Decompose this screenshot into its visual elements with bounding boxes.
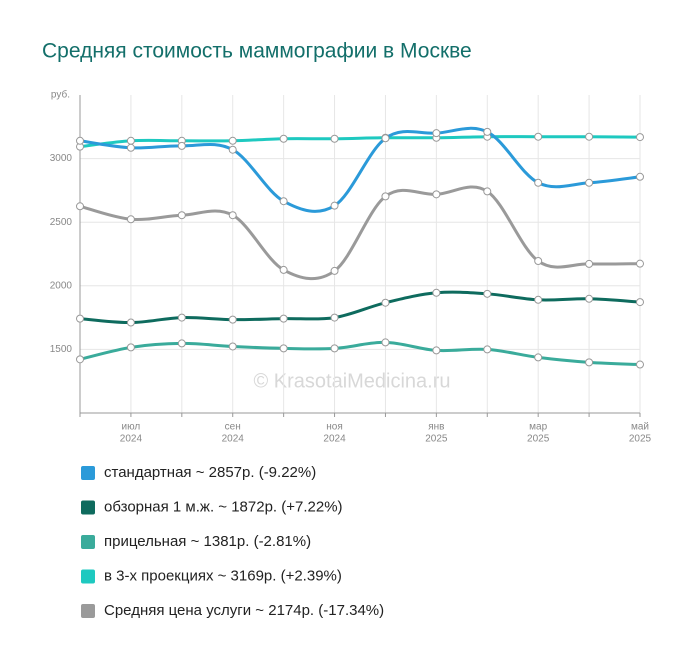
data-point	[228, 136, 237, 145]
x-tick-label: мар	[529, 422, 547, 433]
data-point	[636, 133, 644, 142]
data-point	[330, 266, 339, 275]
watermark: © KrasotaiMedicina.ru	[253, 370, 450, 392]
data-point	[228, 145, 237, 154]
data-point	[279, 314, 288, 323]
legend-swatch	[81, 535, 95, 549]
data-point	[381, 134, 390, 143]
legend-label: прицельная ~ 1381р. (-2.81%)	[104, 533, 311, 550]
data-point	[483, 289, 492, 298]
y-axis-label: руб.	[51, 89, 70, 101]
x-tick-year: 2025	[527, 434, 550, 445]
data-point	[279, 344, 288, 353]
data-point	[76, 314, 84, 323]
chart-title: Средняя стоимость маммографии в Москве	[42, 40, 472, 63]
data-point	[279, 134, 288, 143]
x-tick-year: 2024	[323, 434, 346, 445]
series-line	[79, 185, 641, 280]
legend-swatch	[81, 466, 95, 480]
data-point	[432, 129, 441, 138]
data-point	[534, 256, 543, 265]
legend-swatch	[81, 569, 95, 584]
data-point	[585, 132, 594, 141]
data-point	[636, 298, 644, 307]
data-point	[279, 197, 288, 206]
data-point	[534, 132, 543, 141]
data-point	[585, 178, 594, 187]
y-tick-label: 1500	[50, 344, 73, 355]
data-point	[636, 259, 644, 268]
data-point	[126, 143, 135, 152]
data-point	[483, 345, 492, 354]
data-point	[330, 201, 339, 210]
data-point	[126, 318, 135, 327]
data-point	[381, 192, 390, 201]
legend-swatch	[81, 500, 95, 515]
data-point	[381, 338, 390, 347]
series-line	[79, 135, 641, 149]
data-point	[177, 141, 186, 150]
x-tick-year: 2025	[629, 434, 652, 445]
data-point	[76, 202, 84, 211]
data-point	[126, 343, 135, 352]
series-line	[79, 340, 641, 367]
data-point	[330, 134, 339, 143]
data-point	[228, 211, 237, 220]
data-point	[432, 190, 441, 199]
x-tick-label: янв	[428, 422, 444, 433]
data-point	[585, 259, 594, 268]
data-point	[279, 265, 288, 274]
x-tick-year: 2024	[222, 434, 245, 445]
data-point	[534, 295, 543, 304]
data-point	[585, 294, 594, 303]
data-point	[432, 288, 441, 297]
data-point	[636, 360, 644, 369]
x-tick-year: 2024	[120, 434, 143, 445]
data-point	[381, 298, 390, 307]
data-point	[483, 187, 492, 196]
data-point	[177, 211, 186, 220]
legend-label: Средняя цена услуги ~ 2174р. (-17.34%)	[104, 602, 384, 619]
data-point	[76, 136, 84, 145]
legend-label: стандартная ~ 2857р. (-9.22%)	[104, 464, 316, 481]
data-point	[330, 313, 339, 322]
y-tick-label: 2500	[50, 217, 73, 228]
legend-label: в 3-х проекциях ~ 3169р. (+2.39%)	[104, 567, 342, 584]
data-point	[228, 342, 237, 351]
legend-label: обзорная 1 м.ж. ~ 1872р. (+7.22%)	[104, 498, 343, 515]
x-tick-label: май	[631, 422, 649, 433]
data-point	[126, 136, 135, 145]
data-point	[432, 346, 441, 355]
x-tick-label: сен	[225, 422, 241, 433]
data-point	[330, 344, 339, 353]
legend-swatch	[81, 604, 95, 618]
data-point	[534, 178, 543, 187]
data-point	[177, 313, 186, 322]
data-point	[228, 315, 237, 324]
x-tick-year: 2025	[425, 434, 448, 445]
data-point	[636, 172, 644, 181]
x-tick-label: ноя	[326, 422, 343, 433]
x-tick-label: июл	[122, 422, 141, 433]
data-point	[126, 215, 135, 224]
data-point	[76, 355, 84, 364]
series-line	[79, 290, 641, 325]
y-tick-label: 3000	[50, 153, 73, 164]
data-point	[483, 127, 492, 136]
data-point	[177, 339, 186, 348]
data-point	[534, 353, 543, 362]
data-point	[585, 358, 594, 367]
y-tick-label: 2000	[50, 280, 73, 291]
